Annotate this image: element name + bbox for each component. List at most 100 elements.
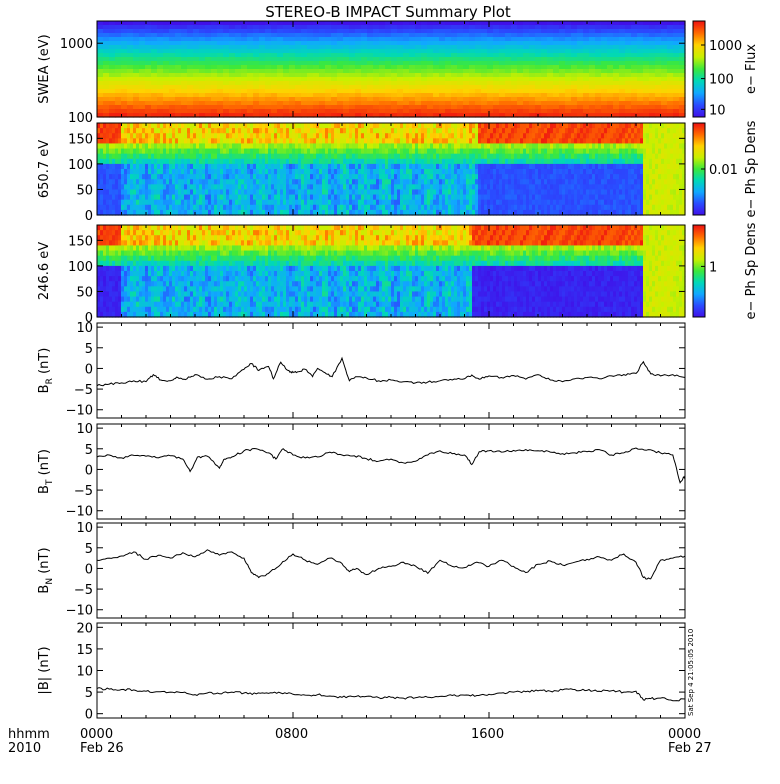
heatmap-cell (319, 41, 326, 46)
heatmap-cell (235, 101, 242, 106)
heatmap-cell (229, 45, 236, 50)
heatmap-cell (487, 73, 494, 78)
heatmap-cell (169, 81, 176, 86)
heatmap-cell (235, 61, 242, 66)
heatmap-cell (247, 45, 254, 50)
heatmap-cell (265, 53, 272, 58)
heatmap-cell (187, 89, 194, 94)
heatmap-cell (655, 69, 662, 74)
heatmap-cell (253, 109, 260, 114)
heatmap-cell (151, 93, 158, 98)
heatmap-cell (619, 73, 626, 78)
heatmap-cell (433, 73, 440, 78)
heatmap-cell (103, 33, 110, 38)
heatmap-cell (313, 69, 320, 74)
heatmap-cell (439, 105, 446, 110)
heatmap-cell (175, 61, 182, 66)
heatmap-cell (589, 69, 596, 74)
heatmap-cell (385, 89, 392, 94)
heatmap-cell (127, 97, 134, 102)
heatmap-cell (439, 97, 446, 102)
heatmap-cell (397, 73, 404, 78)
heatmap-cell (271, 65, 278, 70)
heatmap-cell (475, 93, 482, 98)
heatmap-cell (355, 85, 362, 90)
heatmap-cell (349, 69, 356, 74)
heatmap-cell (277, 49, 284, 54)
heatmap-cell (553, 61, 560, 66)
heatmap-cell (505, 57, 512, 62)
heatmap-cell (409, 109, 416, 114)
heatmap-cell (517, 69, 524, 74)
heatmap-cell (481, 81, 488, 86)
heatmap-cell (289, 85, 296, 90)
heatmap-cell (595, 21, 602, 26)
heatmap-cell (145, 89, 152, 94)
heatmap-cell (439, 93, 446, 98)
heatmap-cell (121, 101, 128, 106)
heatmap-cell (421, 49, 428, 54)
heatmap-cell (649, 101, 656, 106)
heatmap-cell (301, 77, 308, 82)
heatmap-cell (559, 37, 566, 42)
heatmap-cell (127, 101, 134, 106)
heatmap-cell (673, 73, 680, 78)
heatmap-cell (463, 33, 470, 38)
heatmap-cell (175, 97, 182, 102)
heatmap-cell (535, 93, 542, 98)
heatmap-cell (523, 21, 530, 26)
heatmap-cell (139, 101, 146, 106)
heatmap-cell (337, 49, 344, 54)
heatmap-cell (361, 49, 368, 54)
heatmap-cell (625, 89, 632, 94)
heatmap-cell (505, 93, 512, 98)
heatmap-cell (481, 101, 488, 106)
heatmap-cell (103, 85, 110, 90)
heatmap-cell (631, 53, 638, 58)
heatmap-cell (433, 69, 440, 74)
heatmap-cell (199, 69, 206, 74)
heatmap-cell (343, 93, 350, 98)
heatmap-cell (379, 45, 386, 50)
heatmap-cell (121, 89, 128, 94)
heatmap-cell (247, 81, 254, 86)
heatmap-cell (289, 77, 296, 82)
heatmap-cell (583, 97, 590, 102)
heatmap-cell (217, 65, 224, 70)
heatmap-cell (559, 77, 566, 82)
heatmap-cell (145, 73, 152, 78)
heatmap-cell (313, 65, 320, 70)
heatmap-cell (625, 53, 632, 58)
heatmap-cell (511, 25, 518, 30)
heatmap-cell (631, 57, 638, 62)
heatmap-cell (169, 53, 176, 58)
heatmap-cell (217, 97, 224, 102)
heatmap-cell (169, 45, 176, 50)
heatmap-cell (133, 85, 140, 90)
heatmap-cell (217, 41, 224, 46)
heatmap-cell (667, 61, 674, 66)
heatmap-cell (499, 41, 506, 46)
heatmap-cell (199, 21, 206, 26)
heatmap-cell (151, 77, 158, 82)
heatmap-cell (511, 109, 518, 114)
heatmap-cell (163, 49, 170, 54)
heatmap-cell (97, 77, 104, 82)
heatmap-cell (157, 49, 164, 54)
heatmap-cell (565, 81, 572, 86)
heatmap-cell (355, 81, 362, 86)
heatmap-cell (319, 89, 326, 94)
heatmap-cell (595, 29, 602, 34)
heatmap-cell (163, 53, 170, 58)
heatmap-cell (97, 105, 104, 110)
heatmap-cell (301, 25, 308, 30)
heatmap-cell (283, 65, 290, 70)
heatmap-cell (433, 109, 440, 114)
heatmap-cell (577, 21, 584, 26)
heatmap-cell (253, 77, 260, 82)
heatmap-cell (631, 45, 638, 50)
heatmap-cell (541, 69, 548, 74)
heatmap-cell (475, 41, 482, 46)
heatmap-cell (337, 57, 344, 62)
